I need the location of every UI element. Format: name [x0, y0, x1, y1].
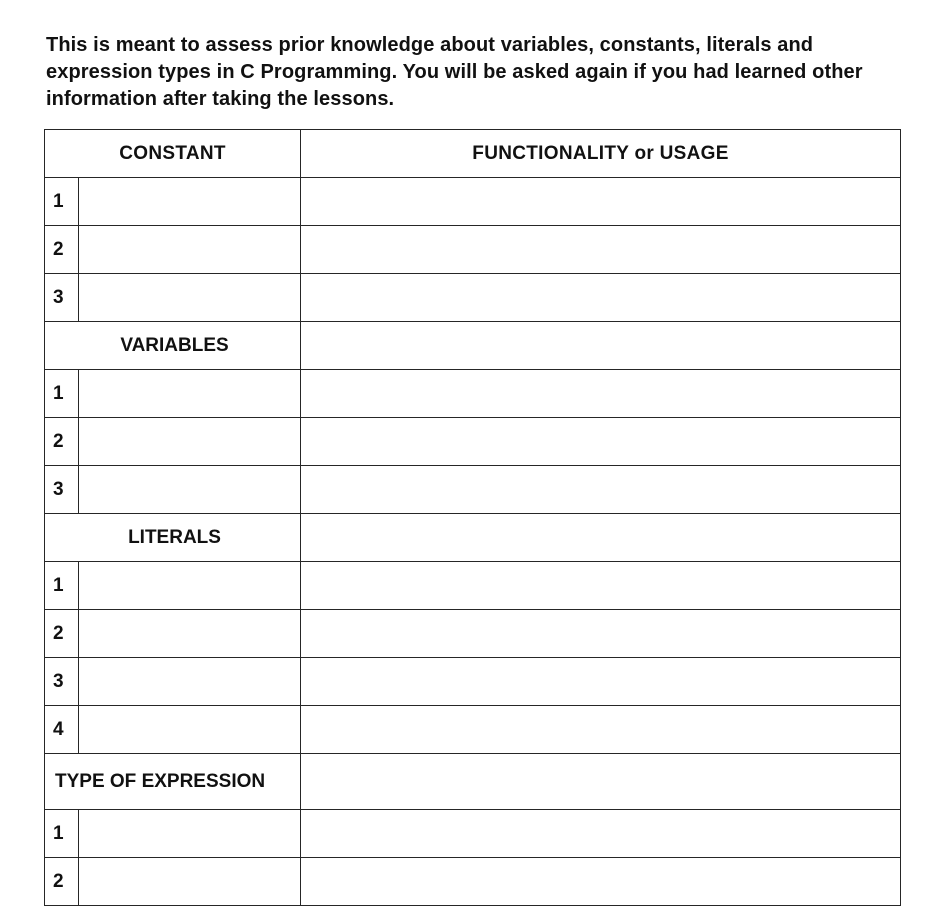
row-number: 2 [45, 610, 79, 658]
typeexpr-answer-2[interactable] [79, 858, 301, 906]
literals-usage-4[interactable] [301, 706, 901, 754]
constant-usage-2[interactable] [301, 226, 901, 274]
variables-usage-2[interactable] [301, 418, 901, 466]
typeexpr-row-2: 2 [45, 858, 901, 906]
row-number: 2 [45, 226, 79, 274]
row-number: 3 [45, 274, 79, 322]
variables-answer-1[interactable] [79, 370, 301, 418]
row-number: 3 [45, 466, 79, 514]
literals-row-3: 3 [45, 658, 901, 706]
literals-answer-2[interactable] [79, 610, 301, 658]
section-header-literals: LITERALS [45, 514, 301, 562]
assessment-table: CONSTANT FUNCTIONALITY or USAGE 1 2 3 VA… [44, 129, 901, 906]
typeexpr-answer-1[interactable] [79, 810, 301, 858]
typeexpr-row-1: 1 [45, 810, 901, 858]
literals-answer-3[interactable] [79, 658, 301, 706]
row-number: 4 [45, 706, 79, 754]
table-header-row: CONSTANT FUNCTIONALITY or USAGE [45, 130, 901, 178]
variables-header-row: VARIABLES [45, 322, 901, 370]
literals-row-2: 2 [45, 610, 901, 658]
row-number: 1 [45, 178, 79, 226]
row-number: 1 [45, 370, 79, 418]
variables-header-right [301, 322, 901, 370]
literals-usage-1[interactable] [301, 562, 901, 610]
constant-row-2: 2 [45, 226, 901, 274]
typeexpr-header-right [301, 754, 901, 810]
literals-header-right [301, 514, 901, 562]
header-right: FUNCTIONALITY or USAGE [301, 130, 901, 178]
literals-row-4: 4 [45, 706, 901, 754]
literals-row-1: 1 [45, 562, 901, 610]
constant-row-3: 3 [45, 274, 901, 322]
row-number: 2 [45, 858, 79, 906]
row-number: 2 [45, 418, 79, 466]
variables-row-3: 3 [45, 466, 901, 514]
constant-usage-1[interactable] [301, 178, 901, 226]
section-header-variables: VARIABLES [45, 322, 301, 370]
constant-usage-3[interactable] [301, 274, 901, 322]
variables-row-2: 2 [45, 418, 901, 466]
literals-usage-3[interactable] [301, 658, 901, 706]
literals-answer-4[interactable] [79, 706, 301, 754]
literals-header-row: LITERALS [45, 514, 901, 562]
intro-paragraph: This is meant to assess prior knowledge … [46, 32, 899, 113]
constant-row-1: 1 [45, 178, 901, 226]
variables-answer-3[interactable] [79, 466, 301, 514]
typeexpr-usage-2[interactable] [301, 858, 901, 906]
variables-usage-1[interactable] [301, 370, 901, 418]
typeexpr-header-row: TYPE OF EXPRESSION [45, 754, 901, 810]
row-number: 3 [45, 658, 79, 706]
typeexpr-usage-1[interactable] [301, 810, 901, 858]
variables-row-1: 1 [45, 370, 901, 418]
constant-answer-1[interactable] [79, 178, 301, 226]
header-left: CONSTANT [45, 130, 301, 178]
section-header-type-of-expression: TYPE OF EXPRESSION [45, 754, 301, 810]
variables-usage-3[interactable] [301, 466, 901, 514]
literals-usage-2[interactable] [301, 610, 901, 658]
page: This is meant to assess prior knowledge … [0, 0, 945, 913]
row-number: 1 [45, 562, 79, 610]
row-number: 1 [45, 810, 79, 858]
variables-answer-2[interactable] [79, 418, 301, 466]
constant-answer-2[interactable] [79, 226, 301, 274]
constant-answer-3[interactable] [79, 274, 301, 322]
literals-answer-1[interactable] [79, 562, 301, 610]
